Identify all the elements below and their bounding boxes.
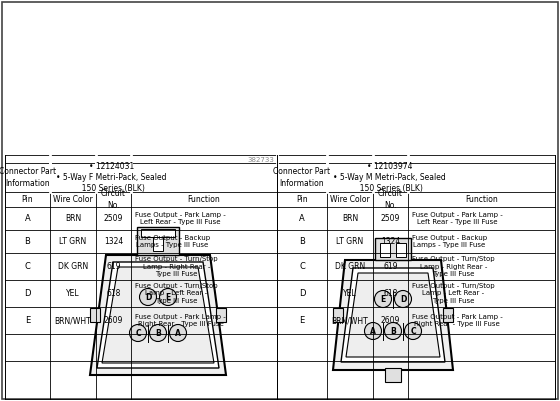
Text: Fuse Output - Backup
Lamps - Type III Fuse: Fuse Output - Backup Lamps - Type III Fu… bbox=[412, 235, 487, 248]
Text: 619: 619 bbox=[383, 262, 398, 271]
Text: D: D bbox=[24, 289, 31, 298]
Polygon shape bbox=[102, 267, 214, 363]
Text: 2509: 2509 bbox=[104, 214, 123, 223]
Text: DK GRN: DK GRN bbox=[335, 262, 365, 271]
Text: Fuse Output - Park Lamp -
Left Rear - Type III Fuse: Fuse Output - Park Lamp - Left Rear - Ty… bbox=[412, 212, 503, 225]
Text: E: E bbox=[25, 316, 30, 325]
Text: • 12124031
• 5-Way F Metri-Pack, Sealed
  150 Series (BLK): • 12124031 • 5-Way F Metri-Pack, Sealed … bbox=[56, 162, 166, 193]
Bar bbox=[90, 308, 100, 322]
Text: Fuse Output - Park Lamp -
Left Rear - Type III Fuse: Fuse Output - Park Lamp - Left Rear - Ty… bbox=[135, 212, 226, 225]
Bar bbox=[141, 229, 175, 237]
Text: Fuse Output - Backup
Lamps - Type III Fuse: Fuse Output - Backup Lamps - Type III Fu… bbox=[135, 235, 210, 248]
Text: • 12103974
• 5-Way M Metri-Pack, Sealed
  150 Series (BLK): • 12103974 • 5-Way M Metri-Pack, Sealed … bbox=[333, 162, 446, 193]
Text: Connector Part
Information: Connector Part Information bbox=[273, 168, 330, 188]
Text: D: D bbox=[145, 292, 151, 302]
Text: BRN: BRN bbox=[65, 214, 81, 223]
Text: D: D bbox=[298, 289, 305, 298]
Text: B: B bbox=[25, 237, 30, 246]
Bar bbox=[385, 368, 401, 382]
Text: A: A bbox=[299, 214, 305, 223]
Text: E: E bbox=[380, 294, 386, 304]
Text: Fuse Output - Turn/Stop
Lamp - Right Rear -
Type III Fuse: Fuse Output - Turn/Stop Lamp - Right Rea… bbox=[135, 256, 218, 277]
Text: Fuse Output - Turn/Stop
Lamp - Left Rear -
Type III Fuse: Fuse Output - Turn/Stop Lamp - Left Rear… bbox=[412, 283, 494, 304]
Text: 618: 618 bbox=[106, 289, 121, 298]
Bar bbox=[153, 229, 163, 251]
Text: Function: Function bbox=[465, 195, 498, 204]
Text: Function: Function bbox=[188, 195, 221, 204]
Text: 1324: 1324 bbox=[381, 237, 400, 246]
Text: LT GRN: LT GRN bbox=[59, 237, 87, 246]
Text: 382733: 382733 bbox=[247, 157, 274, 163]
Bar bbox=[216, 308, 226, 322]
Text: C: C bbox=[410, 326, 416, 336]
Circle shape bbox=[170, 324, 186, 342]
Text: 618: 618 bbox=[383, 289, 398, 298]
Polygon shape bbox=[333, 260, 453, 370]
Text: B: B bbox=[155, 328, 161, 338]
Text: YEL: YEL bbox=[343, 289, 357, 298]
Text: C: C bbox=[25, 262, 30, 271]
Text: Fuse Output - Turn/Stop
Lamp - Left Rear -
Type III Fuse: Fuse Output - Turn/Stop Lamp - Left Rear… bbox=[135, 283, 218, 304]
Text: YEL: YEL bbox=[66, 289, 80, 298]
Text: LT GRN: LT GRN bbox=[337, 237, 363, 246]
Circle shape bbox=[385, 322, 402, 340]
Text: BRN/WHT: BRN/WHT bbox=[332, 316, 368, 325]
Circle shape bbox=[394, 290, 412, 308]
Text: 619: 619 bbox=[106, 262, 121, 271]
Text: Pin: Pin bbox=[22, 195, 33, 204]
Text: Circuit
No.: Circuit No. bbox=[378, 189, 403, 210]
Text: B: B bbox=[390, 326, 396, 336]
Text: Fuse Output - Turn/Stop
Lamp - Right Rear -
Type III Fuse: Fuse Output - Turn/Stop Lamp - Right Rea… bbox=[412, 256, 494, 277]
Polygon shape bbox=[341, 268, 445, 362]
Text: D: D bbox=[400, 294, 406, 304]
Bar bbox=[396, 243, 406, 257]
Text: Circuit
No.: Circuit No. bbox=[101, 189, 126, 210]
Text: C: C bbox=[299, 262, 305, 271]
Polygon shape bbox=[346, 273, 440, 357]
Text: A: A bbox=[370, 326, 376, 336]
Text: Wire Color: Wire Color bbox=[53, 195, 93, 204]
Text: C: C bbox=[135, 328, 141, 338]
Circle shape bbox=[139, 288, 156, 306]
Text: Pin: Pin bbox=[296, 195, 308, 204]
Text: Fuse Output - Park Lamp -
Right Rear - Type III Fuse: Fuse Output - Park Lamp - Right Rear - T… bbox=[135, 314, 226, 327]
Bar bbox=[443, 308, 453, 322]
Polygon shape bbox=[97, 262, 219, 368]
Text: Wire Color: Wire Color bbox=[330, 195, 370, 204]
Text: BRN: BRN bbox=[342, 214, 358, 223]
Circle shape bbox=[365, 322, 381, 340]
Circle shape bbox=[150, 324, 166, 342]
Circle shape bbox=[129, 324, 147, 342]
Bar bbox=[137, 227, 179, 255]
Circle shape bbox=[160, 288, 176, 306]
Text: E: E bbox=[300, 316, 305, 325]
Text: DK GRN: DK GRN bbox=[58, 262, 88, 271]
Text: Connector Part
Information: Connector Part Information bbox=[0, 168, 56, 188]
Bar bbox=[380, 243, 390, 257]
Text: B: B bbox=[299, 237, 305, 246]
Text: BRN/WHT: BRN/WHT bbox=[55, 316, 91, 325]
Text: 1324: 1324 bbox=[104, 237, 123, 246]
Circle shape bbox=[375, 290, 391, 308]
Polygon shape bbox=[90, 255, 226, 375]
Text: 2609: 2609 bbox=[104, 316, 123, 325]
Text: 2509: 2509 bbox=[381, 214, 400, 223]
Text: E: E bbox=[165, 292, 171, 302]
Bar bbox=[333, 308, 343, 322]
Text: A: A bbox=[25, 214, 30, 223]
Text: Fuse Output - Park Lamp -
Right Rear - Type III Fuse: Fuse Output - Park Lamp - Right Rear - T… bbox=[412, 314, 503, 327]
Text: 2609: 2609 bbox=[381, 316, 400, 325]
Text: A: A bbox=[175, 328, 181, 338]
Bar bbox=[375, 238, 411, 260]
Circle shape bbox=[404, 322, 422, 340]
